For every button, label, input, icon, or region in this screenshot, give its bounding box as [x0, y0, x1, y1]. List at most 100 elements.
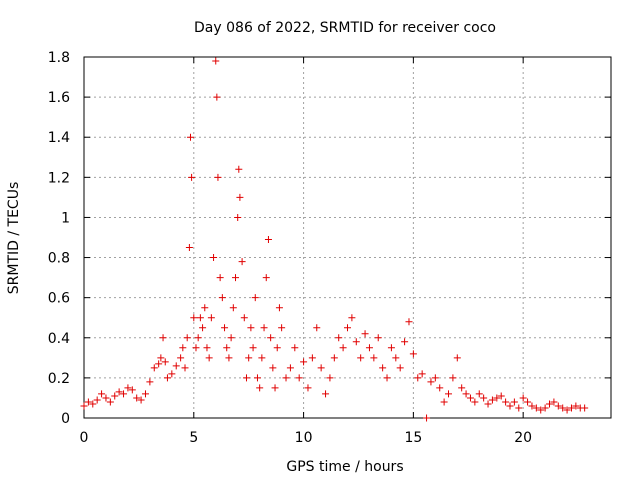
data-point	[190, 314, 198, 322]
data-point	[235, 165, 243, 173]
data-point	[497, 392, 505, 400]
data-point	[185, 244, 193, 252]
y-tick-label: 1.2	[48, 170, 70, 186]
data-point	[409, 350, 417, 358]
data-point	[462, 390, 470, 398]
data-point	[93, 396, 101, 404]
data-point	[405, 318, 413, 326]
data-point	[532, 404, 540, 412]
data-point	[179, 344, 187, 352]
data-point	[168, 370, 176, 378]
data-point	[480, 394, 488, 402]
data-point	[229, 304, 237, 312]
data-point	[213, 93, 221, 101]
data-point	[563, 406, 571, 414]
data-point	[264, 236, 272, 244]
data-point	[163, 374, 171, 382]
data-point	[161, 358, 169, 366]
data-point	[205, 354, 213, 362]
data-point	[471, 398, 479, 406]
data-point	[392, 354, 400, 362]
data-point	[80, 402, 88, 410]
data-point	[141, 390, 149, 398]
data-point	[247, 324, 255, 332]
data-point	[313, 324, 321, 332]
data-point	[238, 258, 246, 266]
data-point	[146, 378, 154, 386]
data-point	[207, 314, 215, 322]
data-point	[445, 390, 453, 398]
data-point	[458, 384, 466, 392]
data-point	[304, 384, 312, 392]
data-point	[519, 394, 527, 402]
data-point	[275, 304, 283, 312]
y-tick-label: 1.8	[48, 50, 70, 66]
data-point	[242, 374, 250, 382]
data-point	[84, 398, 92, 406]
data-point	[488, 396, 496, 404]
data-point	[181, 364, 189, 372]
data-point	[484, 400, 492, 408]
data-point	[282, 374, 290, 382]
data-point	[550, 398, 558, 406]
data-point	[102, 394, 110, 402]
data-point	[89, 400, 97, 408]
data-point	[396, 364, 404, 372]
data-point	[225, 354, 233, 362]
tick-layer	[83, 56, 611, 419]
data-point	[339, 344, 347, 352]
data-point	[253, 374, 261, 382]
data-point	[216, 274, 224, 282]
data-point	[245, 354, 253, 362]
data-point	[554, 402, 562, 410]
data-point	[326, 374, 334, 382]
data-point	[453, 354, 461, 362]
chart-title: Day 086 of 2022, SRMTID for receiver coc…	[194, 20, 496, 36]
data-point	[188, 173, 196, 181]
data-point	[537, 406, 545, 414]
data-point	[186, 133, 194, 141]
data-point	[528, 402, 536, 410]
x-tick-label: 5	[189, 430, 198, 446]
data-point	[322, 390, 330, 398]
data-point	[352, 338, 360, 346]
data-point	[111, 392, 119, 400]
data-point	[361, 330, 369, 338]
data-point	[541, 404, 549, 412]
data-point	[401, 338, 409, 346]
data-point	[440, 398, 448, 406]
data-point	[379, 364, 387, 372]
data-point	[194, 334, 202, 342]
data-point	[423, 414, 431, 422]
data-point	[502, 398, 510, 406]
data-point	[192, 344, 200, 352]
data-point	[427, 378, 435, 386]
data-point	[133, 394, 141, 402]
data-point	[317, 364, 325, 372]
data-point	[227, 334, 235, 342]
data-point	[106, 398, 114, 406]
x-axis-label: GPS time / hours	[286, 459, 403, 475]
y-tick-label: 1.6	[48, 90, 70, 106]
y-tick-label: 0	[61, 411, 70, 427]
data-point	[203, 344, 211, 352]
y-tick-label: 1	[61, 210, 70, 226]
data-point	[466, 394, 474, 402]
data-point	[236, 193, 244, 201]
data-point	[493, 394, 501, 402]
data-point	[295, 374, 303, 382]
data-point	[262, 274, 270, 282]
y-tick-label: 0.2	[48, 371, 70, 387]
plot-frame	[83, 56, 612, 419]
data-point	[98, 390, 106, 398]
data-point	[335, 334, 343, 342]
data-point	[344, 324, 351, 332]
data-point	[115, 388, 123, 396]
data-point	[177, 354, 185, 362]
data-point	[223, 344, 231, 352]
y-tick-label: 0.6	[48, 291, 70, 307]
y-axis-label: SRMTID / TECUs	[6, 182, 22, 295]
data-point	[510, 398, 518, 406]
data-point	[348, 314, 356, 322]
